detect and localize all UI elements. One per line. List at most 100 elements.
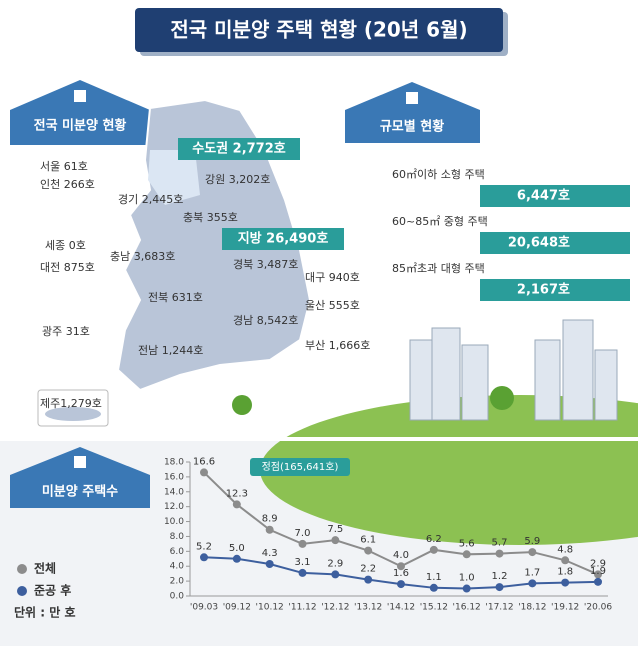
region-label: 강원 3,202호 bbox=[205, 173, 270, 186]
size-name: 60~85㎡ 중형 주택 bbox=[392, 215, 488, 228]
region-label: 경남 8,542호 bbox=[233, 314, 298, 327]
region-label: 대전 875호 bbox=[40, 261, 95, 274]
legend-label: 전체 bbox=[34, 561, 56, 576]
value-label: 1.0 bbox=[459, 573, 475, 584]
house-label: 규모별 현황 bbox=[345, 82, 480, 143]
value-label: 2.9 bbox=[590, 558, 606, 569]
x-tick-label: '15.12 bbox=[420, 603, 448, 613]
value-label: 12.3 bbox=[226, 488, 248, 499]
value-label: 2.2 bbox=[360, 564, 376, 575]
hill bbox=[260, 395, 638, 545]
region-label: 전북 631호 bbox=[148, 291, 203, 304]
section-label: 미분양 주택수 bbox=[42, 484, 118, 500]
point bbox=[200, 553, 208, 562]
point bbox=[232, 554, 241, 563]
title-box bbox=[135, 8, 503, 52]
y-tick-label: 6.0 bbox=[170, 547, 185, 557]
y-tick-label: 14.0 bbox=[164, 487, 184, 497]
capital-area bbox=[148, 150, 200, 205]
point bbox=[298, 568, 307, 577]
x-tick-label: '20.06 bbox=[584, 603, 613, 613]
point bbox=[495, 583, 504, 592]
y-tick-label: 0.0 bbox=[170, 592, 185, 602]
value-label: 3.1 bbox=[295, 557, 311, 568]
buildings bbox=[409, 319, 618, 421]
value-label: 5.7 bbox=[492, 538, 508, 549]
y-tick-label: 4.0 bbox=[170, 562, 185, 572]
section-label: 전국 미분양 현황 bbox=[34, 118, 127, 134]
point bbox=[561, 556, 570, 565]
jeju bbox=[45, 407, 101, 421]
region-label: 부산 1,666호 bbox=[305, 339, 370, 352]
divider bbox=[0, 437, 638, 441]
value-label: 8.9 bbox=[262, 514, 278, 525]
point bbox=[462, 550, 471, 559]
x-tick-label: '18.12 bbox=[518, 603, 546, 613]
point bbox=[265, 525, 274, 534]
y-tick-label: 18.0 bbox=[164, 458, 184, 468]
point bbox=[594, 570, 602, 579]
y-tick-label: 10.0 bbox=[164, 517, 184, 527]
x-tick-label: '14.12 bbox=[387, 603, 415, 613]
region-label: 충남 3,683호 bbox=[110, 250, 175, 263]
region-label: 대구 940호 bbox=[305, 271, 360, 284]
value-label: 4.0 bbox=[393, 550, 409, 561]
house-label: 전국 미분양 현황 bbox=[10, 80, 150, 145]
point bbox=[528, 548, 537, 557]
legend-marker bbox=[17, 564, 27, 574]
legend-marker bbox=[17, 586, 27, 596]
point bbox=[331, 570, 340, 579]
point bbox=[331, 536, 340, 545]
title: 전국 미분양 주택 현황 (20년 6월) bbox=[170, 18, 467, 42]
region-label: 서울 61호 bbox=[40, 160, 88, 173]
x-tick-label: '13.12 bbox=[354, 603, 382, 613]
unit: 단위 : 만 호 bbox=[14, 605, 76, 620]
house-label: 미분양 주택수 bbox=[10, 447, 150, 508]
point bbox=[232, 500, 241, 509]
size-bar bbox=[480, 232, 630, 254]
size-bar bbox=[480, 185, 630, 207]
value-label: 1.6 bbox=[393, 568, 409, 579]
value-label: 5.2 bbox=[196, 541, 212, 552]
point bbox=[397, 562, 405, 571]
region-label: 경북 3,487호 bbox=[233, 258, 298, 271]
x-tick-label: '11.12 bbox=[288, 603, 316, 613]
y-tick-label: 2.0 bbox=[170, 577, 185, 587]
point bbox=[528, 579, 537, 588]
value-label: 5.9 bbox=[524, 536, 540, 547]
section-label: 규모별 현황 bbox=[380, 119, 444, 135]
x-tick-label: '09.12 bbox=[223, 603, 251, 613]
x-tick-label: '12.12 bbox=[321, 603, 349, 613]
size-name: 60㎡이하 소형 주택 bbox=[392, 167, 485, 181]
annotation-box bbox=[250, 458, 350, 476]
x-tick-label: '10.12 bbox=[256, 603, 284, 613]
badge bbox=[222, 228, 344, 250]
size-value: 2,167호 bbox=[517, 283, 570, 298]
size-value: 20,648호 bbox=[508, 236, 570, 251]
tree bbox=[490, 386, 514, 410]
value-label: 4.3 bbox=[262, 548, 278, 559]
value-label: 1.7 bbox=[524, 567, 540, 578]
legend-label: 준공 후 bbox=[34, 583, 71, 598]
region-label: 경기 2,445호 bbox=[118, 193, 183, 206]
region-label: 인천 266호 bbox=[40, 177, 95, 191]
region-label: 울산 555호 bbox=[305, 299, 360, 312]
value-label: 5.0 bbox=[229, 543, 245, 554]
point bbox=[298, 539, 307, 548]
value-label: 7.5 bbox=[327, 524, 343, 535]
value-label: 6.1 bbox=[360, 535, 376, 546]
region-label: 전남 1,244호 bbox=[138, 344, 203, 357]
point bbox=[364, 546, 373, 555]
point bbox=[462, 584, 471, 593]
point bbox=[265, 559, 274, 568]
point bbox=[397, 580, 405, 589]
point bbox=[495, 549, 504, 558]
size-value: 6,447호 bbox=[517, 189, 570, 204]
value-label: 5.6 bbox=[459, 538, 475, 549]
point bbox=[429, 545, 438, 554]
y-tick-label: 8.0 bbox=[170, 532, 185, 542]
value-label: 16.6 bbox=[193, 456, 215, 467]
region-label: 제주1,279호 bbox=[40, 397, 102, 410]
x-tick-label: '09.03 bbox=[190, 603, 218, 613]
